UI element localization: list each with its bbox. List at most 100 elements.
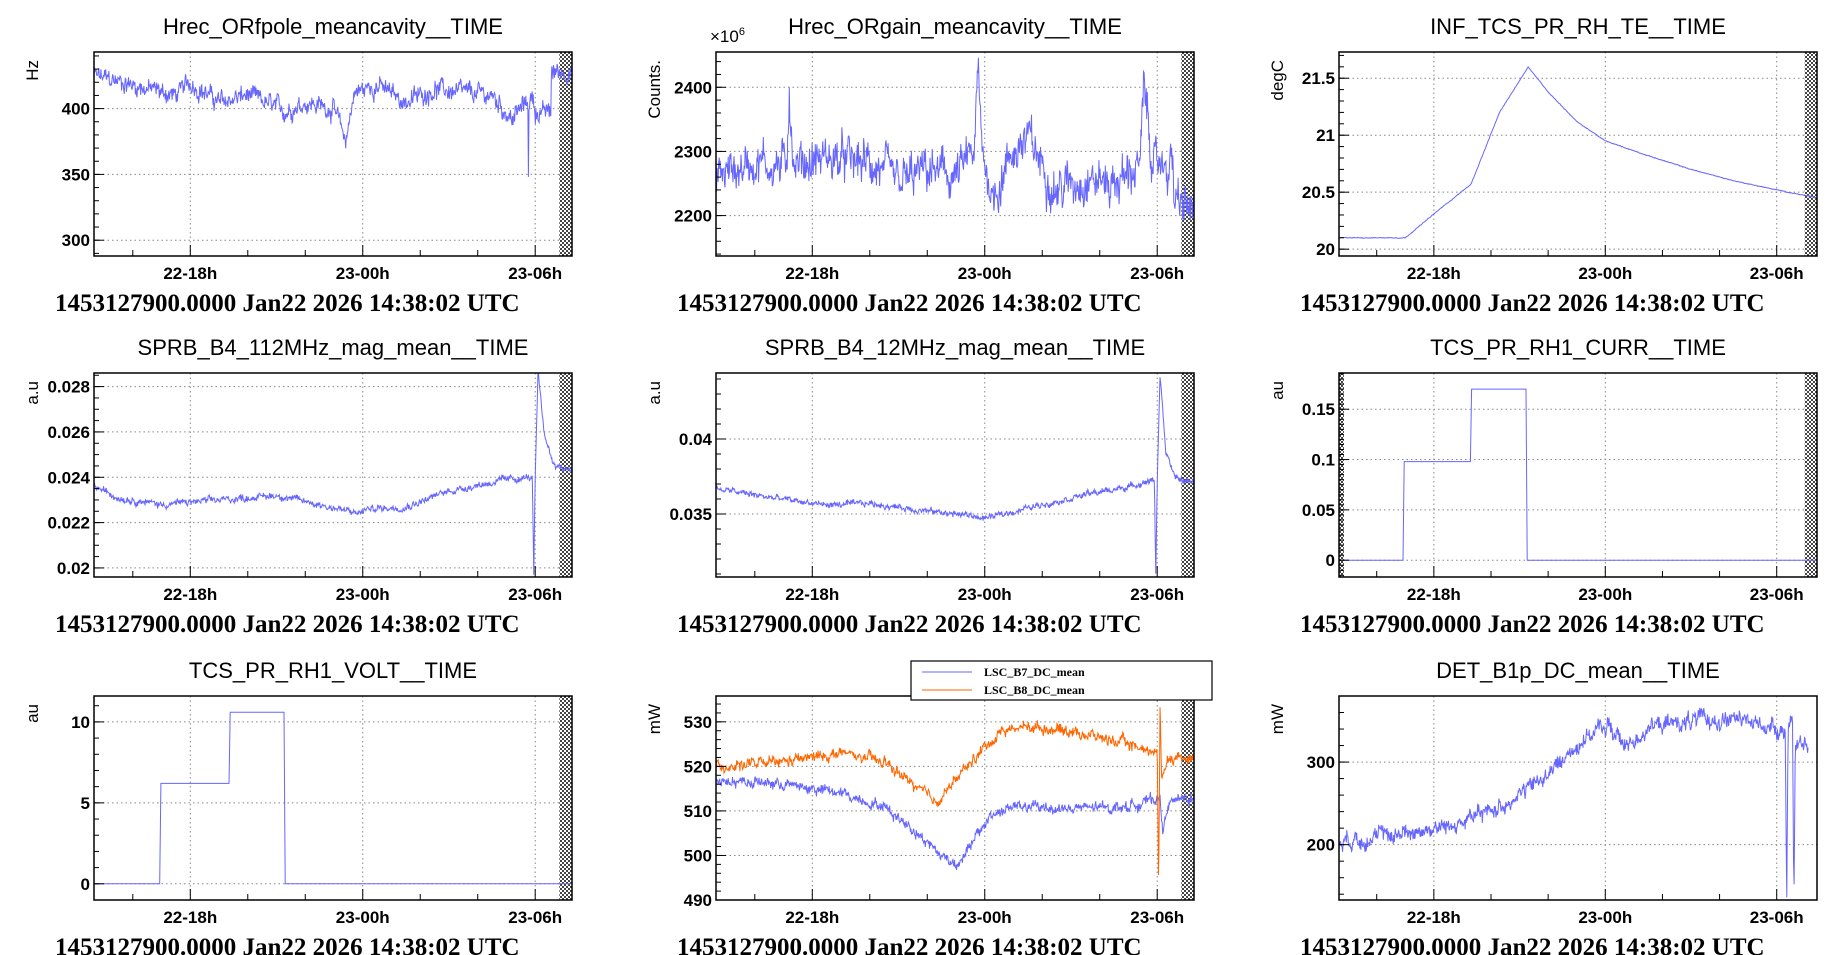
- y-axis-label: a.u: [645, 381, 664, 405]
- x-tick-label: 22-18h: [785, 264, 839, 283]
- plot-frame: [715, 695, 1195, 901]
- series-line-TCS_PR_RH1_VOLT: [94, 711, 572, 885]
- plot-panel: SPRB_B4_12MHz_mag_mean__TIME a.u 0.035 0.04…: [622, 321, 1232, 638]
- plot-frame: [1338, 695, 1818, 901]
- x-tick-label: 23-00h: [1578, 585, 1632, 604]
- plot-frame: [93, 372, 573, 578]
- series-line-SPRB_B4_12MHz_mag_mean: [716, 377, 1194, 574]
- legend-entry: LSC_B8_DC_mean: [984, 683, 1085, 697]
- x-tick-label: 23-06h: [1750, 585, 1804, 604]
- x-tick-label: 22-18h: [163, 585, 217, 604]
- plot-title: SPRB_B4_112MHz_mag_mean__TIME: [138, 335, 529, 360]
- timestamp-footer: 1453127900.0000 Jan22 2026 14:38:02 UTC: [677, 611, 1142, 638]
- y-tick-label: 0.028: [47, 378, 90, 397]
- x-tick-label: 23-00h: [336, 585, 390, 604]
- x-tick-label: 23-00h: [1578, 908, 1632, 927]
- timestamp-footer: 1453127900.0000 Jan22 2026 14:38:02 UTC: [55, 290, 520, 317]
- series-line-Hrec_ORgain_meancavity: [716, 57, 1194, 221]
- plot-panel: SPRB_B4_112MHz_mag_mean__TIME a.u 0.02 0.02…: [0, 321, 610, 638]
- y-tick-label: 200: [1307, 836, 1335, 855]
- y-tick-label: 530: [684, 713, 712, 732]
- plot-frame: [93, 695, 573, 901]
- y-tick-label: 2300: [674, 142, 712, 161]
- x-tick-label: 22-18h: [1407, 264, 1461, 283]
- x-tick-label: 22-18h: [1407, 585, 1461, 604]
- plot-title: TCS_PR_RH1_VOLT__TIME: [189, 658, 477, 683]
- x-tick-label: 23-06h: [508, 264, 562, 283]
- legend-entry: LSC_B7_DC_mean: [984, 665, 1085, 679]
- no-data-hatch: [559, 696, 572, 900]
- plot-panel: INF_TCS_PR_RH_TE__TIME degC 20 20.5 21 21.5 22…: [1245, 0, 1829, 317]
- plot-svg: SPRB_B4_12MHz_mag_mean__TIME a.u 0.035 0.04…: [645, 335, 1195, 638]
- x-tick-label: 23-00h: [958, 585, 1012, 604]
- no-data-hatch: [1181, 373, 1194, 577]
- plot-frame: [715, 372, 1195, 578]
- timestamp-footer: 1453127900.0000 Jan22 2026 14:38:02 UTC: [677, 934, 1142, 955]
- timestamp-footer: 1453127900.0000 Jan22 2026 14:38:02 UTC: [55, 611, 520, 638]
- plot-title: Hrec_ORfpole_meancavity__TIME: [163, 14, 503, 39]
- y-tick-label: 21: [1316, 126, 1335, 145]
- y-tick-label: 10: [71, 713, 90, 732]
- y-tick-label: 0.02: [57, 559, 90, 578]
- plot-title: DET_B1p_DC_mean__TIME: [1436, 658, 1720, 683]
- series-line-DET_B1p_DC_mean: [1339, 707, 1809, 898]
- no-data-hatch: [1181, 52, 1194, 256]
- y-tick-label: 300: [62, 231, 90, 250]
- x-tick-label: 23-00h: [958, 264, 1012, 283]
- timestamp-footer: 1453127900.0000 Jan22 2026 14:38:02 UTC: [677, 290, 1142, 317]
- y-tick-label: 0: [1326, 551, 1335, 570]
- x-tick-label: 23-06h: [508, 585, 562, 604]
- y-axis-label: au: [1268, 381, 1287, 400]
- plot-panel: TCS_PR_RH1_CURR__TIME au 0 0.05 0.1 0.15 22-18…: [1245, 321, 1829, 638]
- y-tick-label: 0.026: [47, 423, 90, 442]
- plot-panel: TCS_PR_RH1_VOLT__TIME au 0 5 10 22-18h 23-00h 2…: [0, 644, 610, 955]
- y-axis-label: a.u: [23, 381, 42, 405]
- y-tick-label: 510: [684, 802, 712, 821]
- series-line-Hrec_ORfpole_meancavity: [94, 63, 572, 177]
- x-tick-label: 23-06h: [1130, 908, 1184, 927]
- y-axis-label: au: [23, 704, 42, 723]
- x-tick-label: 23-00h: [958, 908, 1012, 927]
- no-data-hatch: [1181, 696, 1194, 900]
- plot-svg: DET_B1p_DC_mean__TIME mW 200 300 22-18h 23-00…: [1268, 658, 1818, 955]
- x-tick-label: 22-18h: [1407, 908, 1461, 927]
- y-tick-label: 0.035: [669, 505, 712, 524]
- series-line-LSC_B8_DC_mean: [716, 707, 1194, 876]
- y-axis-label: mW: [1268, 704, 1287, 734]
- y-tick-label: 0.05: [1302, 501, 1335, 520]
- x-tick-label: 22-18h: [163, 264, 217, 283]
- x-tick-label: 22-18h: [785, 585, 839, 604]
- plot-svg: SPRB_B4_112MHz_mag_mean__TIME a.u 0.02 0.02…: [23, 335, 573, 638]
- plot-panel: Hrec_ORfpole_meancavity__TIME Hz 300 350 400…: [0, 0, 610, 317]
- timestamp-footer: 1453127900.0000 Jan22 2026 14:38:02 UTC: [1300, 290, 1765, 317]
- y-tick-label: 520: [684, 757, 712, 776]
- plot-title: Hrec_ORgain_meancavity__TIME: [788, 14, 1122, 39]
- plot-frame: [715, 51, 1195, 257]
- plot-panel: Hrec_ORgain_meancavity__TIME Counts. ×106 2…: [622, 0, 1232, 317]
- y-tick-label: 0.024: [47, 468, 90, 487]
- x-tick-label: 22-18h: [163, 908, 217, 927]
- plot-title: INF_TCS_PR_RH_TE__TIME: [1430, 14, 1726, 39]
- x-tick-label: 23-06h: [508, 908, 562, 927]
- y-tick-label: 0.15: [1302, 400, 1335, 419]
- timestamp-footer: 1453127900.0000 Jan22 2026 14:38:02 UTC: [1300, 611, 1765, 638]
- x-tick-label: 23-00h: [1578, 264, 1632, 283]
- plot-svg: Hrec_ORgain_meancavity__TIME Counts. ×106 2…: [645, 14, 1195, 317]
- y-axis-label: degC: [1268, 60, 1287, 101]
- no-data-hatch: [1804, 52, 1817, 256]
- legend: LSC_B7_DC_mean LSC_B8_DC_mean: [910, 660, 1213, 701]
- series-line-INF_TCS_PR_RH_TE: [1339, 66, 1817, 239]
- legend-box: [910, 660, 1213, 701]
- y-tick-label: 350: [62, 165, 90, 184]
- y-tick-label: 0: [81, 875, 90, 894]
- x-tick-label: 22-18h: [785, 908, 839, 927]
- plot-title: TCS_PR_RH1_CURR__TIME: [1430, 335, 1726, 360]
- plot-svg: mW 490 500 510 520 530 22-18h 23-00h 23-06h 14531…: [645, 660, 1213, 955]
- x-tick-label: 23-06h: [1750, 908, 1804, 927]
- plot-panel: mW 490 500 510 520 530 22-18h 23-00h 23-06h 14531…: [622, 644, 1232, 955]
- y-tick-label: 300: [1307, 753, 1335, 772]
- plot-frame: [1338, 372, 1818, 578]
- x-tick-label: 23-00h: [336, 264, 390, 283]
